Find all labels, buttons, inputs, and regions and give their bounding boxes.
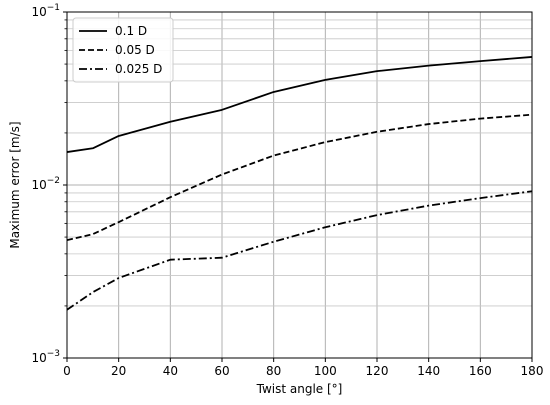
legend-box bbox=[72, 17, 174, 83]
series-line-3 bbox=[66, 190, 533, 311]
series-line-1 bbox=[66, 56, 533, 153]
x-tick-label: 40 bbox=[163, 364, 178, 378]
y-tick-label: 10−3 bbox=[31, 349, 60, 365]
legend-label-1: 0.1 D bbox=[115, 24, 147, 38]
x-tick-label: 180 bbox=[521, 364, 544, 378]
x-tick-label: 0 bbox=[63, 364, 71, 378]
y-tick-label: 10−1 bbox=[31, 3, 60, 19]
x-tick-label: 140 bbox=[417, 364, 440, 378]
x-tick-label: 100 bbox=[314, 364, 337, 378]
series-lines bbox=[66, 56, 533, 311]
y-axis-label: Maximum error [m/s] bbox=[8, 121, 22, 248]
series-line-2 bbox=[66, 113, 533, 242]
x-tick-label: 60 bbox=[214, 364, 229, 378]
legend: 0.1 D 0.05 D 0.025 D bbox=[72, 17, 174, 83]
x-tick-label: 120 bbox=[366, 364, 389, 378]
axis-ticks: 0 20 40 60 80 100 120 140 160 180 10−3 10−2 10−1 bbox=[31, 3, 543, 378]
y-tick-label: 10−2 bbox=[31, 176, 60, 192]
legend-label-2: 0.05 D bbox=[115, 43, 155, 57]
x-tick-label: 80 bbox=[266, 364, 281, 378]
legend-label-3: 0.025 D bbox=[115, 62, 162, 76]
x-tick-label: 20 bbox=[111, 364, 126, 378]
x-axis-label: Twist angle [°] bbox=[256, 382, 343, 396]
x-tick-label: 160 bbox=[469, 364, 492, 378]
